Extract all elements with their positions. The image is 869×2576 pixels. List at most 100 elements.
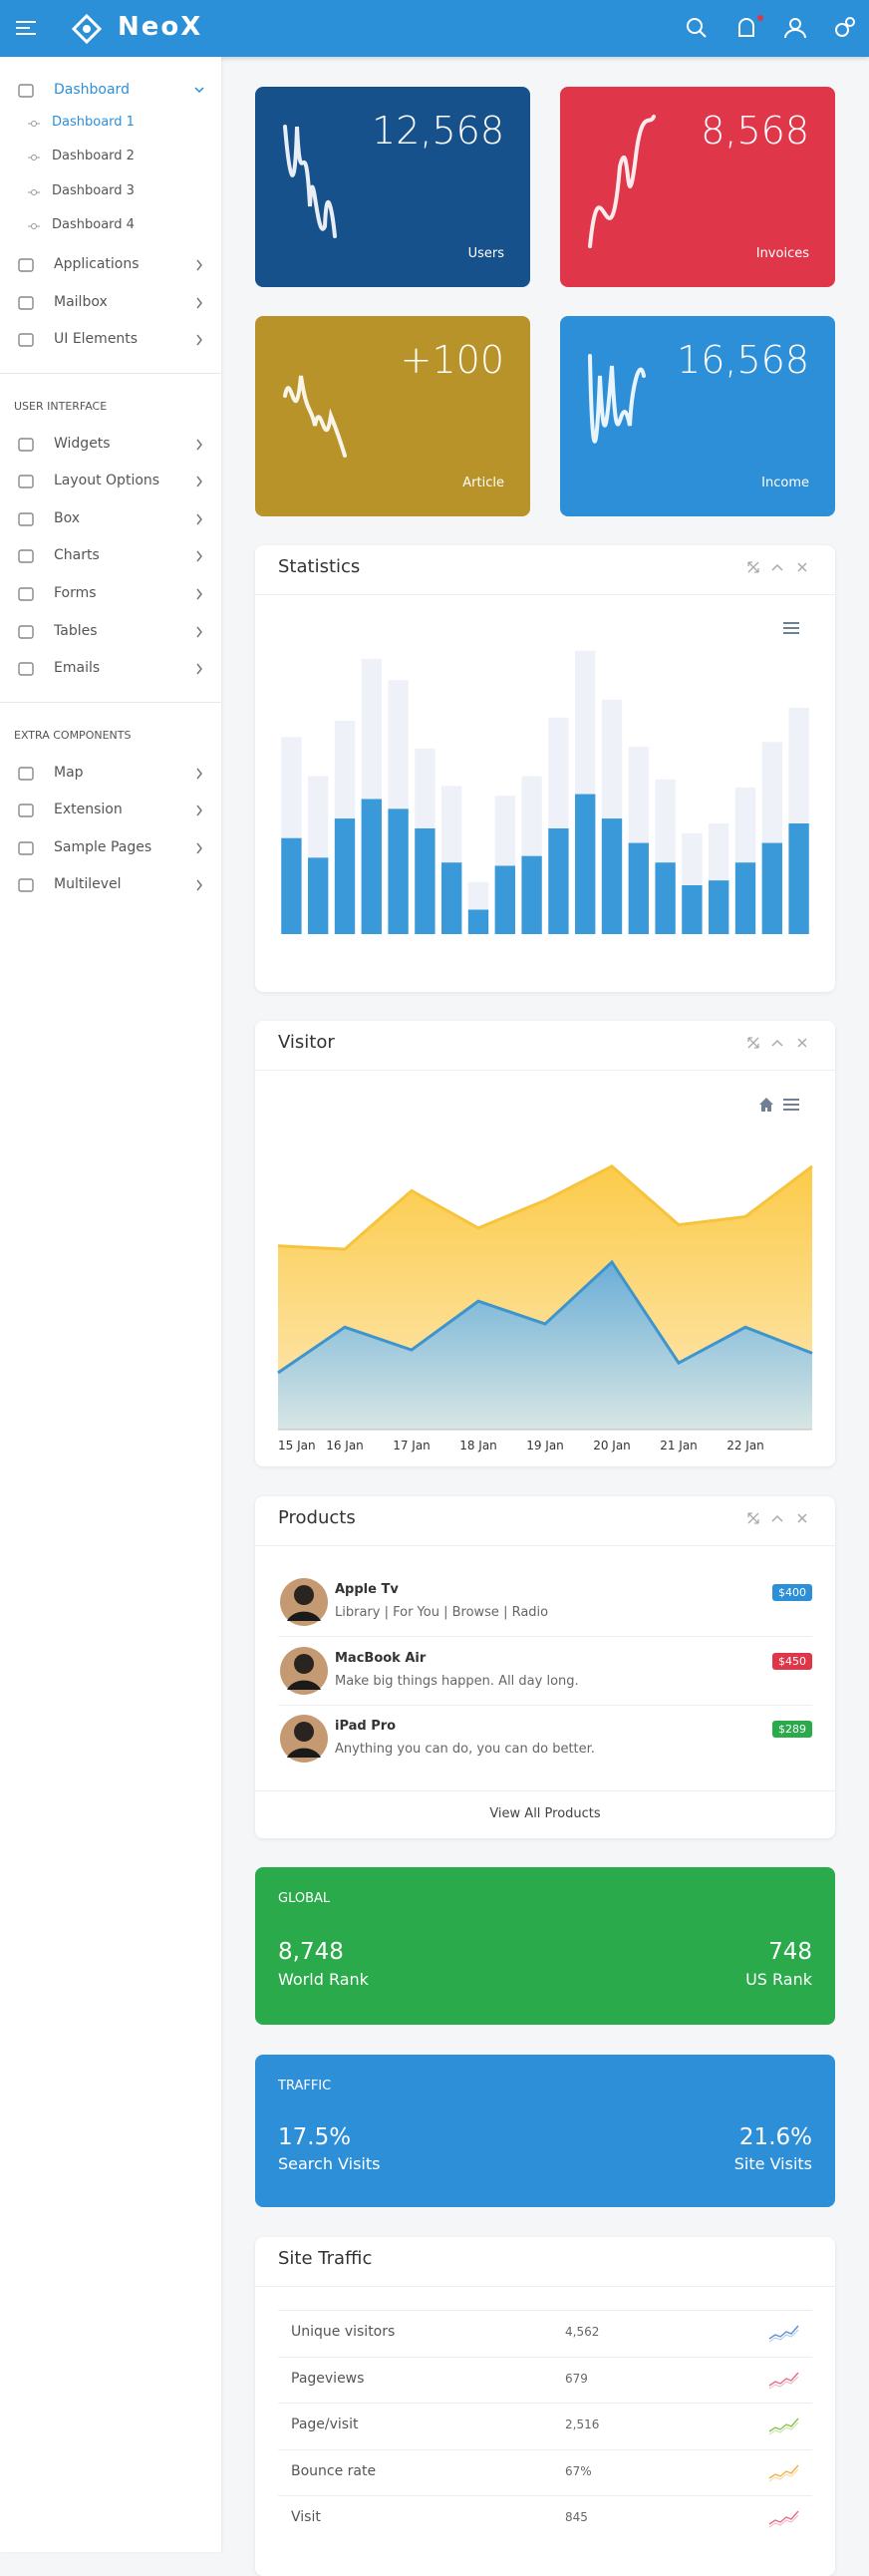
menu-item[interactable]: Forms [0,580,221,608]
menu-icon [18,625,34,639]
box: Site Traffic Unique visitors 4,562 Pageview… [255,2237,835,2576]
cell-value: 679 [565,2371,588,2386]
x-tick-label: 19 Jan [526,1439,564,1452]
header-icons[interactable] [678,14,857,44]
menu-label: Layout Options [54,473,160,488]
menu-item[interactable]: Sample Pages [0,834,221,862]
stat-value: 21.6% [738,2124,812,2150]
bar [441,786,462,863]
menu-item[interactable]: Widgets [0,431,221,459]
x-tick-label: 16 Jan [326,1439,364,1452]
footer-border [255,1790,835,1791]
stat-card[interactable]: 16,568 Income [560,316,835,516]
bar [467,909,489,934]
menu-item[interactable]: Box [0,505,221,533]
submenu-item[interactable]: Dashboard 2 [0,144,221,171]
stat-card[interactable]: 8,568 Invoices [560,87,835,287]
avatar [280,1647,328,1695]
sparkline [588,354,646,444]
menu-label: Sample Pages [54,839,152,855]
box: Visitor 15 Jan 16 Jan 17 Jan 18 Jan 19 Jan 20 … [255,1021,835,1466]
bar [441,862,462,934]
menu-item[interactable]: Layout Options [0,468,221,495]
stat-value: 8,568 [701,109,809,153]
box-tools[interactable] [745,1035,825,1055]
box-header-border [255,1545,835,1546]
section-title: EXTRA COMPONENTS [14,729,132,742]
menu-item[interactable]: Extension [0,797,221,824]
stat-value: +100 [400,338,504,382]
home-icon[interactable] [758,1097,774,1113]
menu-item[interactable]: Charts [0,542,221,570]
bar [655,862,676,934]
menu-label: Charts [54,547,100,563]
area [278,1262,812,1430]
stat-label: Users [467,246,504,261]
box-tools[interactable] [745,559,825,579]
chevron [196,805,202,816]
chart-menu[interactable] [783,621,799,635]
bar [734,862,756,934]
price-badge: $400 [772,1584,812,1601]
menu-label: Multilevel [54,876,122,892]
stat-card[interactable]: 12,568 Users [255,87,530,287]
product-name[interactable]: iPad Pro [335,1719,397,1734]
menu-label: Dashboard 2 [52,149,135,163]
cell-label: Bounce rate [291,2462,377,2479]
row-border [278,2403,812,2404]
stat-label: Site Visits [733,2154,812,2173]
stat-card[interactable]: +100 Article [255,316,530,516]
sparkline [588,115,656,248]
menu-item[interactable]: Dashboard [0,77,221,105]
cell-value: 67% [565,2463,592,2478]
cell-label: Page/visit [291,2416,359,2432]
cell-label: Pageviews [291,2370,365,2387]
box-tools[interactable] [745,1510,825,1530]
product-name[interactable]: MacBook Air [335,1651,427,1666]
chart-menu[interactable] [783,1098,799,1112]
bar [281,837,302,934]
line [277,1259,813,1375]
separator [0,373,221,374]
stat-value: 17.5% [278,2124,352,2150]
bar [709,880,729,934]
menu-item[interactable]: Tables [0,618,221,646]
menu-item[interactable]: Map [0,760,221,788]
menu-icon [18,767,34,781]
x-tick-label: 17 Jan [393,1439,431,1452]
stat-value: 12,568 [372,109,504,153]
menu-icon [18,296,34,310]
stat-label: Article [462,476,504,490]
menu-item[interactable]: Applications [0,251,221,279]
product-name[interactable]: Apple Tv [335,1582,399,1597]
view-all[interactable]: View All Products [489,1806,601,1821]
bar [361,799,382,934]
menu-item[interactable]: Emails [0,655,221,683]
box-header-border [255,1070,835,1071]
bar [761,742,782,843]
menu-icon [18,878,34,892]
bar [415,748,435,828]
menu-item[interactable]: UI Elements [0,326,221,354]
bar [308,857,329,934]
submenu-item[interactable]: Dashboard 1 [0,110,221,138]
bar [521,776,542,856]
submenu-item[interactable]: Dashboard 4 [0,212,221,240]
bar [548,827,569,934]
separator [0,702,221,703]
submenu-item[interactable]: Dashboard 3 [0,178,221,206]
menu-icon [18,662,34,676]
row-border [278,1705,812,1706]
chevron [196,334,202,346]
x-tick-label: 21 Jan [660,1439,698,1452]
chevron [196,550,202,562]
menu-label: UI Elements [54,331,139,347]
menu-item[interactable]: Mailbox [0,289,221,317]
bar [415,827,435,934]
stat-label: World Rank [278,1970,369,1989]
menu-toggle[interactable] [16,20,38,36]
menu-item[interactable]: Multilevel [0,871,221,899]
x-tick-label: 15 Jan [278,1439,316,1452]
card-title: TRAFFIC [278,2079,332,2093]
logo[interactable]: NeoX [118,12,203,42]
